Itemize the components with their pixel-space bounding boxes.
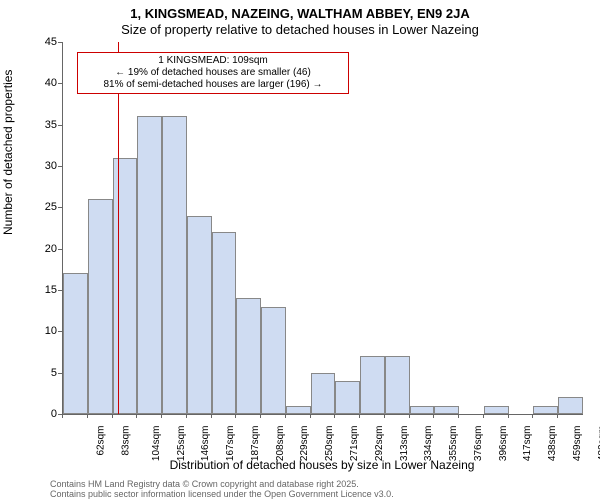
ytick-label: 25: [45, 201, 57, 213]
ytick-mark: [58, 207, 62, 208]
plot-area: [62, 42, 583, 415]
annotation-line3: 81% of semi-detached houses are larger (…: [84, 79, 342, 91]
bar: [484, 406, 509, 414]
chart-title-line2: Size of property relative to detached ho…: [0, 22, 600, 37]
ytick-label: 15: [45, 284, 57, 296]
bar: [88, 199, 113, 414]
ytick-label: 0: [51, 408, 57, 420]
xtick-label: 292sqm: [374, 426, 385, 462]
bars-group: [63, 42, 583, 414]
xtick-label: 376sqm: [473, 426, 484, 462]
ytick-label: 20: [45, 243, 57, 255]
xtick-label: 334sqm: [423, 426, 434, 462]
xtick-label: 250sqm: [324, 426, 335, 462]
ytick-mark: [58, 331, 62, 332]
xtick-label: 396sqm: [498, 426, 509, 462]
y-axis-label: Number of detached properties: [1, 70, 15, 235]
xtick-label: 355sqm: [448, 426, 459, 462]
annotation-line2: ← 19% of detached houses are smaller (46…: [84, 67, 342, 79]
bar: [434, 406, 459, 414]
xtick-label: 208sqm: [275, 426, 286, 462]
xtick-mark: [532, 414, 533, 418]
x-axis-label: Distribution of detached houses by size …: [62, 458, 582, 472]
ytick-label: 10: [45, 325, 57, 337]
xtick-mark: [186, 414, 187, 418]
xtick-label: 459sqm: [572, 426, 583, 462]
xtick-mark: [285, 414, 286, 418]
bar: [187, 216, 212, 414]
xtick-mark: [508, 414, 509, 418]
ytick-mark: [58, 249, 62, 250]
xtick-mark: [557, 414, 558, 418]
xtick-label: 313sqm: [399, 426, 410, 462]
bar: [63, 273, 88, 414]
xtick-label: 167sqm: [225, 426, 236, 462]
xtick-mark: [260, 414, 261, 418]
xtick-mark: [235, 414, 236, 418]
xtick-label: 62sqm: [96, 426, 107, 456]
bar: [385, 356, 410, 414]
xtick-mark: [112, 414, 113, 418]
xtick-mark: [458, 414, 459, 418]
bar: [335, 381, 360, 414]
xtick-label: 125sqm: [176, 426, 187, 462]
xtick-mark: [483, 414, 484, 418]
ytick-mark: [58, 83, 62, 84]
xtick-mark: [310, 414, 311, 418]
ytick-label: 5: [51, 367, 57, 379]
xtick-label: 271sqm: [349, 426, 360, 462]
bar: [261, 307, 286, 414]
chart-container: 1, KINGSMEAD, NAZEING, WALTHAM ABBEY, EN…: [0, 0, 600, 500]
ytick-mark: [58, 125, 62, 126]
xtick-mark: [211, 414, 212, 418]
xtick-mark: [359, 414, 360, 418]
bar: [162, 116, 187, 414]
xtick-label: 187sqm: [250, 426, 261, 462]
xtick-label: 438sqm: [547, 426, 558, 462]
bar: [236, 298, 261, 414]
annotation-box: 1 KINGSMEAD: 109sqm ← 19% of detached ho…: [77, 52, 349, 94]
ytick-mark: [58, 166, 62, 167]
xtick-mark: [433, 414, 434, 418]
xtick-mark: [161, 414, 162, 418]
xtick-mark: [334, 414, 335, 418]
xtick-label: 146sqm: [201, 426, 212, 462]
xtick-mark: [384, 414, 385, 418]
xtick-mark: [62, 414, 63, 418]
chart-title-line1: 1, KINGSMEAD, NAZEING, WALTHAM ABBEY, EN…: [0, 6, 600, 21]
ytick-mark: [58, 290, 62, 291]
xtick-label: 417sqm: [522, 426, 533, 462]
bar: [137, 116, 162, 414]
xtick-label: 83sqm: [121, 426, 132, 456]
ytick-label: 40: [45, 77, 57, 89]
bar: [212, 232, 237, 414]
ytick-label: 30: [45, 160, 57, 172]
ytick-mark: [58, 373, 62, 374]
bar: [410, 406, 435, 414]
bar: [533, 406, 558, 414]
ytick-label: 35: [45, 119, 57, 131]
annotation-line1: 1 KINGSMEAD: 109sqm: [84, 55, 342, 67]
xtick-label: 104sqm: [151, 426, 162, 462]
bar: [286, 406, 311, 414]
marker-line: [118, 42, 119, 414]
bar: [113, 158, 138, 414]
ytick-mark: [58, 42, 62, 43]
xtick-label: 229sqm: [300, 426, 311, 462]
xtick-mark: [409, 414, 410, 418]
credits-line2: Contains public sector information licen…: [50, 490, 394, 500]
credits: Contains HM Land Registry data © Crown c…: [50, 480, 394, 500]
bar: [360, 356, 385, 414]
ytick-label: 45: [45, 36, 57, 48]
bar: [558, 397, 583, 414]
xtick-mark: [136, 414, 137, 418]
xtick-mark: [87, 414, 88, 418]
bar: [311, 373, 336, 414]
